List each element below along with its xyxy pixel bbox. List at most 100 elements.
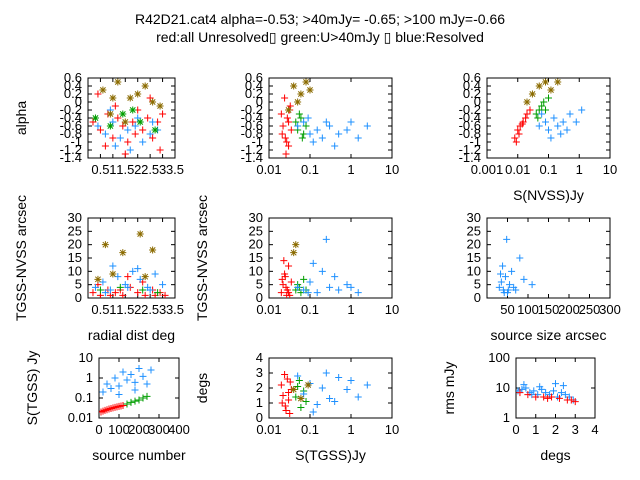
data-point-green [116, 283, 124, 291]
data-point-blue [520, 275, 528, 283]
y-tick-label: 30 [249, 210, 263, 225]
data-point-olive [126, 94, 134, 102]
plot-frame [268, 357, 393, 419]
data-point-red [277, 289, 285, 297]
y-tick-label: 0 [75, 94, 82, 109]
data-point-red [567, 396, 575, 404]
data-point-blue [300, 286, 308, 294]
y-tick-label: -0.2 [241, 102, 263, 117]
x-tick-label: 0.1 [301, 302, 319, 317]
plot-frame [486, 217, 611, 299]
data-point-green [139, 394, 147, 402]
data-point-olive [114, 78, 122, 86]
data-point-blue [116, 134, 124, 142]
data-point-blue [520, 381, 528, 389]
x-tick-label: 300 [148, 422, 170, 437]
data-point-red [89, 118, 97, 126]
data-point-red [285, 142, 293, 150]
data-point-red [515, 130, 523, 138]
y-tick-label: 20 [467, 237, 481, 252]
data-point-blue [354, 289, 362, 297]
data-point-green [540, 98, 548, 106]
data-point-red [526, 106, 534, 114]
data-point-blue [309, 408, 317, 416]
x-tick-label: 100 [108, 422, 130, 437]
data-point-green [292, 118, 300, 126]
data-point-blue [542, 118, 550, 126]
data-point-blue [134, 114, 142, 122]
y-tick-label: 10 [68, 263, 82, 278]
data-point-blue [294, 122, 302, 130]
data-point-blue [294, 283, 302, 291]
x-tick-label: 2 [134, 162, 141, 177]
data-point-red [282, 407, 290, 414]
data-point-blue [306, 278, 314, 286]
data-point-blue [135, 364, 143, 372]
data-point-blue [124, 126, 132, 134]
data-point-olive [141, 273, 149, 281]
subplot-2: 0.01 0.1 1 10 0.60.40.20-0.2-0.4-0.6-0.8-1-1… [241, 70, 400, 177]
data-point-blue [109, 118, 117, 126]
x-axis-label: source size arcsec [491, 327, 607, 343]
data-point-red [119, 402, 127, 410]
data-point-olive [99, 86, 107, 94]
data-point-olive [542, 78, 550, 86]
data-point-olive [156, 102, 164, 110]
y-tick-label: 0.1 [75, 390, 93, 405]
subplot-3: 0.001 0.01 0.1 1 10 0.60.40.20-0.2-0.4-0.6-0.… [459, 70, 618, 203]
data-point-red [278, 399, 286, 407]
data-point-green [300, 275, 308, 283]
data-point-blue [101, 289, 109, 297]
data-point-green [131, 397, 139, 405]
x-tick-label: 0.01 [256, 162, 281, 177]
data-point-green [106, 122, 114, 130]
data-point-green [154, 289, 162, 297]
x-tick-label: 2.5 [141, 162, 159, 177]
data-point-red [516, 389, 524, 397]
data-point-red [134, 289, 142, 297]
data-point-olive [547, 86, 555, 94]
x-tick-label: 200 [128, 422, 150, 437]
data-point-blue [131, 378, 139, 386]
x-tick-label: 10 [603, 162, 617, 177]
data-point-blue [146, 130, 154, 138]
data-point-blue [139, 138, 147, 146]
data-point-red [89, 289, 97, 297]
y-tick-label: 20 [249, 237, 263, 252]
data-point-blue [512, 286, 520, 294]
data-point-blue [347, 283, 355, 291]
data-point-red [532, 393, 540, 401]
x-tick-label: 50 [500, 302, 514, 317]
x-tick-label: 1 [576, 162, 583, 177]
y-tick-label: 30 [467, 210, 481, 225]
data-point-olive [109, 94, 117, 102]
data-point-blue [538, 110, 546, 118]
data-point-olive [297, 90, 305, 98]
data-point-olive [121, 118, 129, 126]
y-tick-label: -0.6 [60, 118, 82, 133]
points-layer [516, 380, 579, 406]
data-point-olive [297, 395, 305, 402]
data-point-red [159, 110, 167, 118]
y-tick-label: 1 [503, 410, 510, 425]
data-point-olive [290, 82, 298, 90]
data-point-red [111, 102, 119, 110]
data-point-olive [109, 270, 117, 278]
data-point-blue [354, 134, 362, 142]
data-point-blue [115, 390, 123, 398]
data-point-blue [542, 389, 550, 397]
data-point-blue [322, 235, 330, 243]
data-point-blue [151, 270, 159, 278]
x-tick-label: 3.5 [166, 162, 184, 177]
points-layer [277, 369, 371, 417]
data-point-olive [285, 106, 293, 114]
y-tick-label: -0.8 [241, 126, 263, 141]
y-tick-label: 0.6 [245, 70, 263, 85]
y-tick-label: -1.4 [459, 150, 481, 165]
data-point-red [283, 291, 291, 298]
data-point-olive [554, 78, 562, 86]
data-point-green [298, 134, 306, 142]
data-point-blue [131, 386, 139, 394]
